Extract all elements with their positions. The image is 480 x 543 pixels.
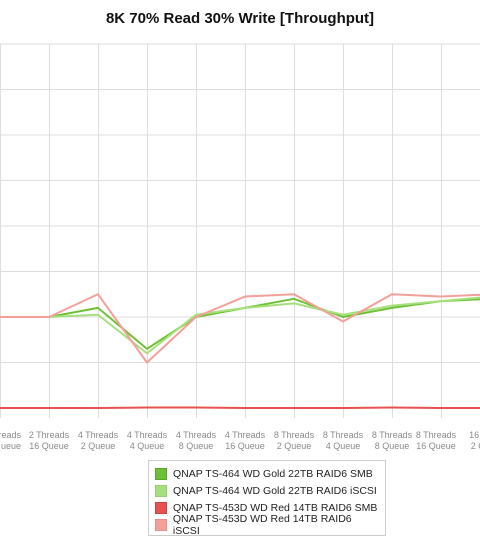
- legend-swatch: [155, 484, 167, 497]
- x-tick-label: 4 Threads: [225, 430, 266, 440]
- x-tick-label: 2 Q: [471, 441, 480, 451]
- legend-item[interactable]: QNAP TS-464 WD Gold 22TB RAID6 iSCSI: [155, 482, 379, 499]
- legend-label: QNAP TS-453D WD Red 14TB RAID6 iSCSI: [172, 512, 352, 537]
- x-tick-label: 16 Queue: [225, 441, 265, 451]
- x-tick-label: 4 Queue: [130, 441, 165, 451]
- x-tick-label: 2 Queue: [277, 441, 312, 451]
- x-tick-label: 8 Threads: [372, 430, 413, 440]
- chart-title: 8K 70% Read 30% Write [Throughput]: [105, 10, 375, 27]
- x-tick-label: 4 Threads: [176, 430, 217, 440]
- x-tick-label: 2 Threads: [29, 430, 70, 440]
- x-tick-label: 16 Queue: [416, 441, 456, 451]
- x-tick-label: hreads: [0, 430, 21, 440]
- legend-item[interactable]: QNAP TS-453D WD Red 14TB RAID6 SMB: [155, 499, 379, 516]
- x-tick-label: 16 T: [469, 430, 480, 440]
- legend-label: QNAP TS-453D WD Red 14TB RAID6 SMB: [173, 501, 378, 514]
- grid: [0, 43, 480, 418]
- series-layer: [0, 293, 480, 409]
- x-tick-label: 4 Threads: [127, 430, 168, 440]
- x-tick-label: 8 Queue: [375, 441, 410, 451]
- legend-swatch: [155, 518, 167, 531]
- legend-label: QNAP TS-464 WD Gold 22TB RAID6 iSCSI: [173, 484, 377, 497]
- x-tick-label: 4 Threads: [78, 430, 119, 440]
- legend-item[interactable]: QNAP TS-453D WD Red 14TB RAID6 iSCSI: [155, 513, 379, 537]
- x-tick-label: 4 Queue: [326, 441, 361, 451]
- series-line-3: [0, 293, 480, 364]
- x-tick-label: 2 Queue: [81, 441, 116, 451]
- x-tick-label: 8 Threads: [274, 430, 315, 440]
- x-tick-label: 8 Threads: [323, 430, 364, 440]
- legend-label: QNAP TS-464 WD Gold 22TB RAID6 SMB: [173, 467, 373, 480]
- x-tick-label: 8 Threads: [416, 430, 457, 440]
- x-tick-label: ueue: [1, 441, 21, 451]
- legend: QNAP TS-464 WD Gold 22TB RAID6 SMB QNAP T…: [148, 460, 386, 537]
- series-line-1: [0, 296, 480, 355]
- legend-item[interactable]: QNAP TS-464 WD Gold 22TB RAID6 SMB: [155, 465, 379, 482]
- legend-swatch: [155, 501, 167, 514]
- x-tick-label: 16 Queue: [29, 441, 69, 451]
- x-tick-label: 8 Queue: [179, 441, 214, 451]
- legend-swatch: [155, 467, 167, 480]
